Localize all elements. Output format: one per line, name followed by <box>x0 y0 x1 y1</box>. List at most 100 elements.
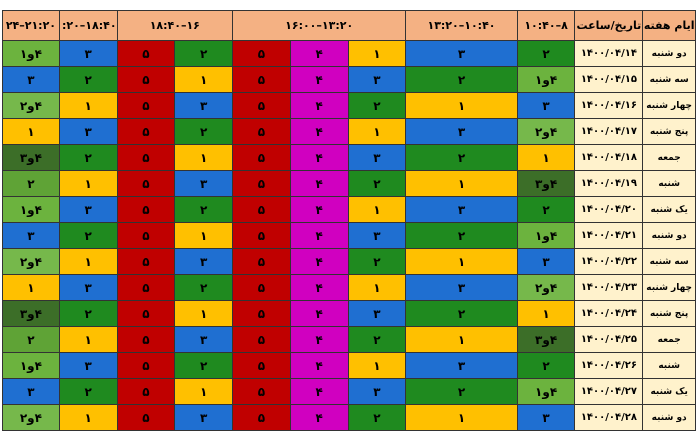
header-slot-5: ۱۸:۴۰–۲۱:۲۰ <box>58 10 118 41</box>
table-row: چهار شنبه ۱۴۰۰/۰۴/۱۶ ۳ ۱ ۲ ۴ ۵ ۳ ۵ ۱ ۴و۲ <box>2 92 696 119</box>
group-cell: ۳ <box>405 118 518 145</box>
group-cell: ۲ <box>347 404 407 431</box>
group-cell: ۱ <box>58 248 118 275</box>
group-cell: ۳ <box>347 144 407 171</box>
group-cell: ۳ <box>2 222 60 249</box>
group-cell: ۱ <box>405 170 518 197</box>
day-cell: جمعه <box>642 144 696 171</box>
group-cell: ۳ <box>58 274 118 301</box>
group-cell: ۳ <box>58 118 118 145</box>
group-cell: ۵ <box>116 222 176 249</box>
group-cell: ۴ <box>289 352 349 379</box>
group-cell: ۱ <box>347 196 407 223</box>
group-cell: ۵ <box>232 248 291 275</box>
group-cell: ۱ <box>174 378 234 405</box>
group-cell: ۵ <box>116 326 176 353</box>
group-cell: ۴و۳ <box>2 300 60 327</box>
group-cell: ۵ <box>116 66 176 93</box>
table-row: سه شنبه ۱۴۰۰/۰۴/۲۲ ۳ ۱ ۲ ۴ ۵ ۳ ۵ ۱ ۴و۲ <box>2 248 696 275</box>
group-cell: ۲ <box>174 40 234 67</box>
table-row: یک شنبه ۱۴۰۰/۰۴/۲۰ ۲ ۳ ۱ ۴ ۵ ۲ ۵ ۳ ۴و۱ <box>2 196 696 223</box>
group-cell: ۵ <box>232 300 291 327</box>
group-cell: ۳ <box>516 404 576 431</box>
day-cell: شنبه <box>642 170 696 197</box>
group-cell: ۳ <box>2 378 60 405</box>
group-cell: ۴و۱ <box>516 66 576 93</box>
day-cell: دو شنبه <box>642 222 696 249</box>
group-cell: ۴و۳ <box>516 170 576 197</box>
group-cell: ۲ <box>2 170 60 197</box>
group-cell: ۴ <box>289 222 349 249</box>
date-cell: ۱۴۰۰/۰۴/۲۱ <box>574 222 644 249</box>
group-cell: ۳ <box>174 404 234 431</box>
group-cell: ۱ <box>347 352 407 379</box>
group-cell: ۵ <box>116 352 176 379</box>
day-cell: سه شنبه <box>642 248 696 275</box>
date-cell: ۱۴۰۰/۰۴/۱۹ <box>574 170 644 197</box>
group-cell: ۵ <box>232 378 291 405</box>
group-cell: ۲ <box>347 248 407 275</box>
header-day: ایام هفته <box>642 10 696 41</box>
date-cell: ۱۴۰۰/۰۴/۲۳ <box>574 274 644 301</box>
group-cell: ۵ <box>232 326 291 353</box>
group-cell: ۱ <box>405 326 518 353</box>
group-cell: ۵ <box>232 352 291 379</box>
group-cell: ۴ <box>289 66 349 93</box>
group-cell: ۲ <box>405 66 518 93</box>
day-cell: جمعه <box>642 326 696 353</box>
group-cell: ۱ <box>516 300 576 327</box>
header-slot-2: ۱۰:۴۰–۱۳:۲۰ <box>405 10 518 41</box>
group-cell: ۵ <box>116 274 176 301</box>
group-cell: ۴ <box>289 378 349 405</box>
group-cell: ۴ <box>289 118 349 145</box>
group-cell: ۲ <box>174 196 234 223</box>
group-cell: ۵ <box>116 404 176 431</box>
group-cell: ۵ <box>232 66 291 93</box>
group-cell: ۵ <box>232 40 291 67</box>
day-cell: شنبه <box>642 352 696 379</box>
group-cell: ۳ <box>174 92 234 119</box>
group-cell: ۳ <box>174 248 234 275</box>
group-cell: ۵ <box>232 170 291 197</box>
group-cell: ۳ <box>516 248 576 275</box>
group-cell: ۲ <box>405 222 518 249</box>
date-cell: ۱۴۰۰/۰۴/۲۰ <box>574 196 644 223</box>
group-cell: ۳ <box>516 92 576 119</box>
group-cell: ۱ <box>405 92 518 119</box>
group-cell: ۴ <box>289 40 349 67</box>
group-cell: ۴ <box>289 196 349 223</box>
date-cell: ۱۴۰۰/۰۴/۲۸ <box>574 404 644 431</box>
date-cell: ۱۴۰۰/۰۴/۲۶ <box>574 352 644 379</box>
group-cell: ۱ <box>347 40 407 67</box>
group-cell: ۵ <box>116 300 176 327</box>
header-slot-3: ۱۳:۲۰–۱۶:۰۰ <box>232 10 407 41</box>
group-cell: ۱ <box>58 170 118 197</box>
day-cell: پنج شنبه <box>642 118 696 145</box>
group-cell: ۱ <box>58 326 118 353</box>
group-cell: ۵ <box>116 118 176 145</box>
group-cell: ۳ <box>58 196 118 223</box>
day-cell: چهار شنبه <box>642 92 696 119</box>
group-cell: ۲ <box>516 196 576 223</box>
group-cell: ۳ <box>347 378 407 405</box>
group-cell: ۳ <box>174 170 234 197</box>
group-cell: ۵ <box>116 92 176 119</box>
group-cell: ۵ <box>116 40 176 67</box>
group-cell: ۳ <box>2 66 60 93</box>
table-row: جمعه ۱۴۰۰/۰۴/۱۸ ۱ ۲ ۳ ۴ ۵ ۱ ۵ ۲ ۴و۳ <box>2 144 696 171</box>
group-cell: ۱ <box>174 66 234 93</box>
group-cell: ۵ <box>116 196 176 223</box>
group-cell: ۲ <box>174 118 234 145</box>
group-cell: ۴و۳ <box>516 326 576 353</box>
group-cell: ۱ <box>405 404 518 431</box>
date-cell: ۱۴۰۰/۰۴/۱۸ <box>574 144 644 171</box>
table-row: پنج شنبه ۱۴۰۰/۰۴/۱۷ ۴و۲ ۳ ۱ ۴ ۵ ۲ ۵ ۳ ۱ <box>2 118 696 145</box>
group-cell: ۲ <box>174 352 234 379</box>
group-cell: ۵ <box>232 118 291 145</box>
group-cell: ۴و۱ <box>2 352 60 379</box>
group-cell: ۱ <box>2 118 60 145</box>
group-cell: ۲ <box>347 170 407 197</box>
group-cell: ۱ <box>516 144 576 171</box>
table-row: جمعه ۱۴۰۰/۰۴/۲۵ ۴و۳ ۱ ۲ ۴ ۵ ۳ ۵ ۱ ۲ <box>2 326 696 353</box>
table-row: شنبه ۱۴۰۰/۰۴/۱۹ ۴و۳ ۱ ۲ ۴ ۵ ۳ ۵ ۱ ۲ <box>2 170 696 197</box>
